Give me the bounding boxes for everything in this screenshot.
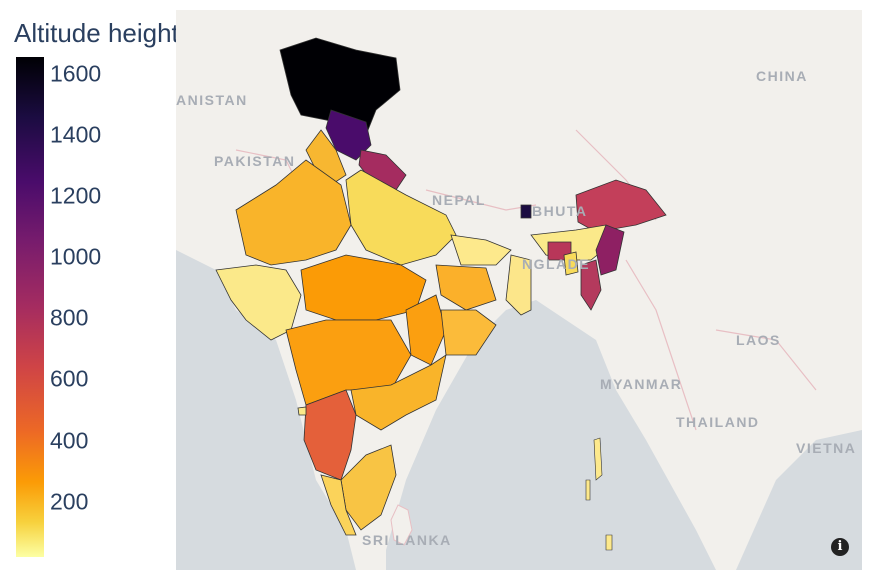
bay-of-bengal: [386, 300, 716, 570]
state-tamil-nadu: [340, 444, 397, 531]
state-uttar-pradesh: [345, 169, 457, 266]
map-label-afghanistan: ANISTAN: [176, 92, 248, 108]
map-label-bhutan: BHUTA: [532, 203, 588, 219]
state-rajasthan: [235, 159, 352, 266]
south-china-sea: [736, 430, 862, 570]
state-bihar: [450, 234, 512, 266]
colorbar-tick: 1200: [50, 182, 102, 209]
colorbar-tick: 1600: [50, 60, 102, 87]
state-mizoram: [580, 259, 602, 311]
map-label-thailand: THAILAND: [676, 414, 760, 430]
india-states: [215, 37, 667, 536]
map-label-sri-lanka: SRI LANKA: [362, 532, 452, 548]
colorbar-tick: 600: [50, 365, 89, 392]
map-label-nepal: NEPAL: [432, 192, 486, 208]
state-himachal: [325, 109, 372, 161]
state-karnataka: [303, 389, 357, 481]
state-arunachal: [575, 179, 667, 233]
colorbar-tick: 800: [50, 304, 89, 331]
colorbar-tick: 1000: [50, 243, 102, 270]
state-kerala: [320, 474, 357, 536]
state-chhattisgarh: [405, 294, 447, 366]
andaman-islands: [585, 437, 613, 551]
state-odisha: [440, 309, 497, 356]
info-icon[interactable]: i: [831, 538, 849, 556]
colorbar-tick: 400: [50, 427, 89, 454]
sri-lanka: [390, 504, 413, 546]
colorbar: [16, 57, 44, 557]
map-label-pakistan: PAKISTAN: [214, 153, 296, 169]
state-jharkhand: [435, 264, 497, 311]
colorbar-tick: 200: [50, 488, 89, 515]
map-canvas: [176, 37, 862, 570]
map-label-myanmar: MYANMAR: [600, 376, 683, 392]
state-tripura: [563, 251, 579, 276]
map-label-china: CHINA: [756, 68, 808, 84]
state-goa: [297, 406, 307, 416]
arabian-sea: [176, 250, 356, 570]
map-label-bangladesh: NGLADE: [522, 256, 591, 272]
map-label-vietnam: VIETNA: [796, 440, 857, 456]
state-telangana-andhra: [350, 354, 447, 431]
state-jammu-kashmir: [279, 37, 401, 136]
colorbar-tick: 1400: [50, 121, 102, 148]
state-sikkim: [520, 204, 532, 219]
state-nagaland-manipur: [595, 224, 625, 276]
state-west-bengal: [505, 254, 532, 316]
map-label-laos: LAOS: [736, 332, 781, 348]
map-view[interactable]: ANISTAN PAKISTAN NEPAL BHUTA NGLADE CHIN…: [176, 10, 862, 570]
